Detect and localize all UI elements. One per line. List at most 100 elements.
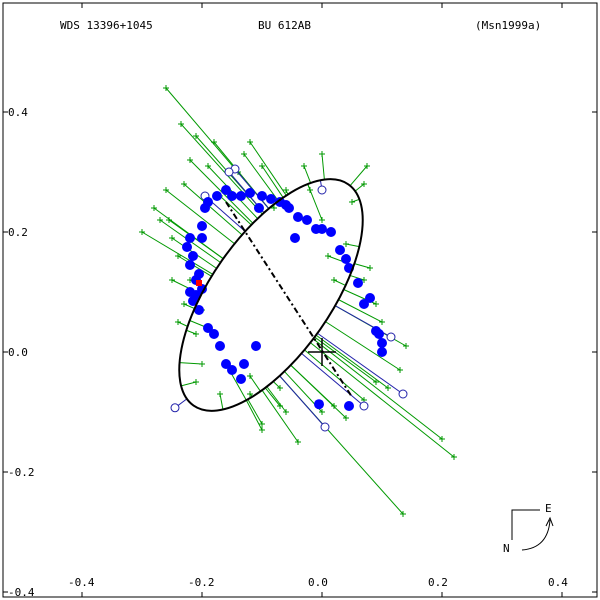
residual-line [249, 375, 261, 392]
residual-line [349, 274, 365, 281]
residual-line [264, 387, 281, 407]
micrometric-point [307, 187, 313, 193]
micrometric-point [247, 391, 253, 397]
speckle-point [266, 194, 276, 204]
residual-line [183, 303, 195, 309]
residual-line [338, 299, 383, 323]
micrometric-point [241, 151, 247, 157]
micrometric-point [181, 181, 187, 187]
residual-line [349, 165, 368, 187]
micrometric-point [175, 253, 181, 259]
compass-arrow [521, 519, 551, 551]
compass-arrowhead [545, 516, 554, 527]
line-of-nodes [225, 201, 353, 398]
residual-line [354, 183, 365, 192]
residual-line [315, 334, 389, 389]
residual-line [317, 332, 404, 395]
speckle-point [254, 203, 264, 213]
speckle-point [314, 399, 324, 410]
residual-line [168, 219, 224, 260]
speckle-point [335, 245, 345, 255]
y-tick-label: -0.2 [8, 466, 35, 479]
speckle-point [251, 341, 261, 351]
residual-line [325, 321, 401, 371]
speckle-point [284, 203, 294, 213]
y-tick-label: 0.2 [8, 226, 28, 239]
micrometric-point [247, 373, 253, 379]
micrometric-point [385, 385, 391, 391]
residual-line [314, 336, 377, 383]
x-tick-label: 0.0 [308, 576, 328, 589]
residual-line [180, 381, 197, 387]
open-circle-point [317, 185, 327, 195]
micrometric-point [175, 319, 181, 325]
residual-line [249, 141, 287, 196]
speckle-point [182, 242, 192, 252]
speckle-point [239, 359, 249, 369]
micrometric-point [364, 163, 370, 169]
speckle-point [197, 221, 207, 231]
speckle-point [374, 329, 384, 339]
micrometric-point [319, 217, 325, 223]
speckle-point [377, 347, 387, 357]
x-tick-label: 0.2 [428, 576, 448, 589]
residual-line [261, 389, 299, 443]
micrometric-point [181, 301, 187, 307]
micrometric-point [247, 139, 253, 145]
y-tick-label: 0.0 [8, 346, 28, 359]
header-reference: (Msn1999a) [475, 19, 541, 32]
micrometric-point [361, 181, 367, 187]
micrometric-point [163, 85, 169, 91]
micrometric-point [187, 157, 193, 163]
open-circle-point [320, 422, 330, 432]
micrometric-point [193, 379, 199, 385]
micrometric-point [331, 403, 337, 409]
micrometric-point [277, 385, 283, 391]
header-discoverer: BU 612AB [258, 19, 311, 32]
residual-line [245, 399, 263, 431]
residual-line [165, 189, 235, 245]
compass-east-label: E [545, 502, 552, 515]
residual-line [303, 165, 312, 184]
speckle-point [194, 305, 204, 315]
residual-line [261, 165, 284, 198]
x-tick-label: 0.4 [548, 576, 568, 589]
speckle-point [377, 338, 387, 348]
micrometric-point [193, 133, 199, 139]
residual-line [321, 153, 325, 180]
residual-line [312, 338, 443, 440]
micrometric-point [193, 331, 199, 337]
residual-line [141, 231, 214, 275]
residual-line [183, 183, 243, 236]
residual-line [301, 353, 365, 407]
speckle-point [227, 365, 237, 375]
micrometric-point [163, 187, 169, 193]
recent-point [196, 280, 202, 286]
micrometric-point [295, 439, 301, 445]
open-circle-point [359, 401, 369, 411]
speckle-point [317, 224, 327, 234]
speckle-point [209, 329, 219, 339]
orbit-ellipse [178, 178, 364, 412]
y-tick-label: 0.4 [8, 106, 28, 119]
x-tick-label: -0.4 [68, 576, 95, 589]
residual-line [310, 342, 455, 458]
micrometric-point [259, 163, 265, 169]
micrometric-point [277, 403, 283, 409]
speckle-point [194, 269, 204, 279]
speckle-point [353, 278, 363, 288]
micrometric-point [178, 121, 184, 127]
speckle-point [212, 191, 222, 201]
speckle-point [236, 374, 246, 384]
x-tick-label: -0.2 [188, 576, 215, 589]
speckle-point [293, 212, 303, 222]
speckle-point [290, 233, 300, 243]
speckle-point [326, 227, 336, 237]
residual-line [304, 349, 365, 401]
residual-line [247, 399, 263, 425]
micrometric-point [403, 343, 409, 349]
micrometric-point [271, 205, 277, 211]
micrometric-point [331, 277, 337, 283]
residual-line [179, 362, 203, 365]
